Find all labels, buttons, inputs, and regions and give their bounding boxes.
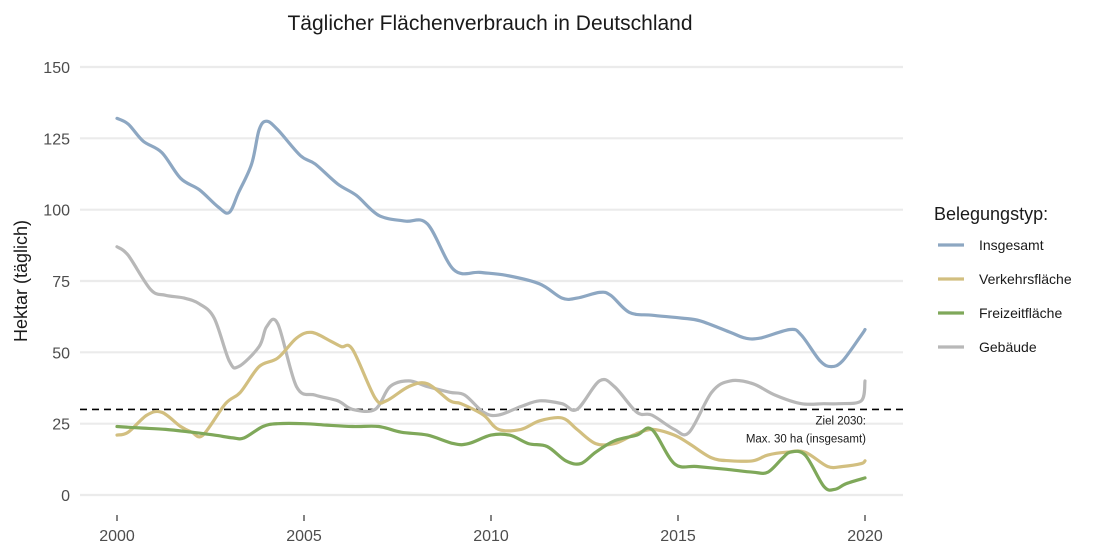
legend-label: Insgesamt xyxy=(979,237,1044,253)
y-tick-label: 100 xyxy=(43,203,70,220)
x-tick-label: 2000 xyxy=(99,528,135,545)
y-tick-label: 0 xyxy=(61,488,70,505)
y-tick-label: 150 xyxy=(43,60,70,77)
x-tick-label: 2020 xyxy=(847,528,883,545)
series-line-insgesamt xyxy=(115,116,867,369)
legend: Belegungstyp: Insgesamt Verkehrsfläche Fre… xyxy=(934,204,1072,355)
target-annotation-line1: Ziel 2030: xyxy=(815,415,866,427)
legend-title: Belegungstyp: xyxy=(934,204,1048,224)
series-line-freizeitfläche xyxy=(115,421,867,492)
series-lines xyxy=(115,116,867,492)
series-line-gebäude xyxy=(115,245,867,437)
legend-label: Verkehrsfläche xyxy=(979,271,1072,287)
x-tick-label: 2005 xyxy=(286,528,322,545)
y-tick-label: 25 xyxy=(52,417,70,434)
chart-title: Täglicher Flächenverbrauch in Deutschlan… xyxy=(287,12,692,35)
y-axis-ticks: 0 25 50 75 100 125 150 xyxy=(43,60,70,505)
x-tick-label: 2010 xyxy=(473,528,509,545)
gridlines xyxy=(80,65,903,497)
x-tick-label: 2015 xyxy=(660,528,696,545)
target-annotation-line2: Max. 30 ha (insgesamt) xyxy=(746,433,866,445)
y-tick-label: 125 xyxy=(43,131,70,148)
y-axis-label: Hektar (täglich) xyxy=(11,220,31,342)
y-tick-label: 75 xyxy=(52,274,70,291)
y-tick-label: 50 xyxy=(52,345,70,362)
legend-label: Gebäude xyxy=(979,339,1037,355)
series-line-verkehrsfläche xyxy=(115,330,867,470)
legend-label: Freizeitfläche xyxy=(979,305,1062,321)
x-axis-ticks: 2000 2005 2010 2015 2020 xyxy=(99,515,883,545)
reference-line-group: Ziel 2030: Max. 30 ha (insgesamt) xyxy=(80,408,903,445)
